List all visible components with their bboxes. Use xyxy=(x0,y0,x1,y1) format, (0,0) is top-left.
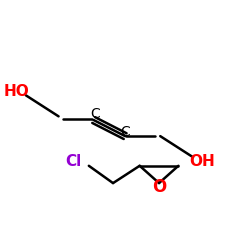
Text: OH: OH xyxy=(190,154,216,169)
Text: C: C xyxy=(120,125,130,139)
Text: HO: HO xyxy=(3,84,29,99)
Text: O: O xyxy=(152,178,166,196)
Text: C: C xyxy=(90,107,100,121)
Text: Cl: Cl xyxy=(65,154,81,169)
